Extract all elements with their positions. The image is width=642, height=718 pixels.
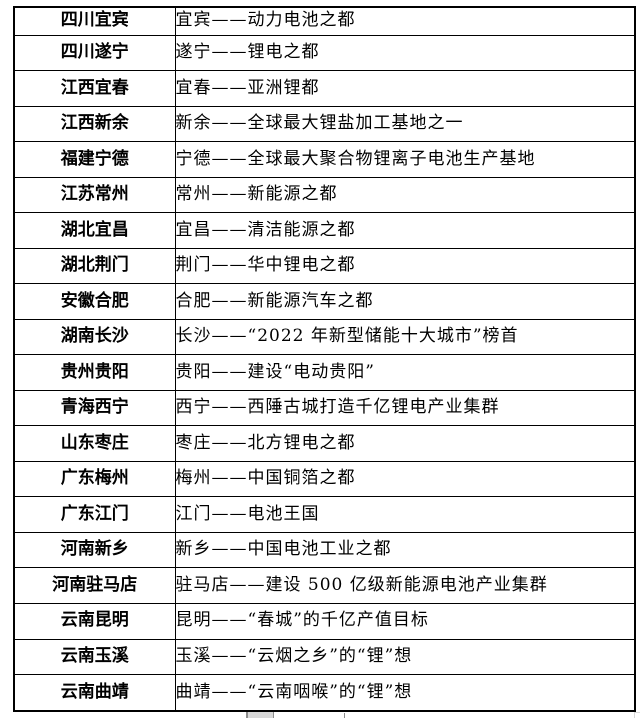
corner-fragment [634, 712, 640, 718]
table-row: 贵州贵阳 贵阳——建设“电动贵阳” [13, 354, 636, 391]
table-row: 江西宜春 宜春——亚洲锂都 [13, 70, 636, 107]
description-cell: 昆明——“春城”的千亿产值目标 [174, 603, 636, 640]
region-cell: 江西新余 [13, 105, 176, 143]
region-cell: 福建宁德 [13, 141, 176, 178]
table-row: 云南玉溪 玉溪——“云烟之乡”的“锂”想 [13, 638, 636, 676]
table-row: 河南驻马店 驻马店——建设 500 亿级新能源电池产业集群 [13, 567, 636, 604]
region-cell: 云南玉溪 [13, 638, 176, 676]
next-row-fragment [246, 712, 274, 718]
description-cell: 曲靖——“云南咽喉”的“锂”想 [174, 674, 636, 713]
table-row: 湖南长沙 长沙——“2022 年新型储能十大城市”榜首 [13, 318, 636, 356]
description-cell: 合肥——新能源汽车之都 [174, 283, 636, 320]
region-cell: 青海西宁 [13, 389, 176, 427]
description-cell: 枣庄——北方锂电之都 [174, 425, 636, 462]
region-cell: 江西宜春 [13, 70, 176, 107]
description-cell: 遂宁——锂电之都 [174, 34, 636, 72]
region-cell: 四川宜宾 [13, 6, 176, 36]
table-row: 河南新乡 新乡——中国电池工业之都 [13, 531, 636, 569]
table-row: 湖北宜昌 宜昌——清洁能源之都 [13, 212, 636, 249]
description-cell: 宜宾——动力电池之都 [174, 6, 636, 36]
region-cell: 广东梅州 [13, 460, 176, 498]
region-cell: 湖南长沙 [13, 318, 176, 356]
region-cell: 云南昆明 [13, 603, 176, 640]
table-row: 云南曲靖 曲靖——“云南咽喉”的“锂”想 [13, 674, 636, 713]
region-cell: 安徽合肥 [13, 283, 176, 320]
city-nickname-table: 四川宜宾 宜宾——动力电池之都 四川遂宁 遂宁——锂电之都 江西宜春 宜春——亚洲锂都 江西… [13, 6, 636, 713]
table-row: 广东梅州 梅州——中国铜箔之都 [13, 460, 636, 498]
region-cell: 四川遂宁 [13, 34, 176, 72]
table-row: 江西新余 新余——全球最大锂盐加工基地之一 [13, 105, 636, 143]
description-cell: 玉溪——“云烟之乡”的“锂”想 [174, 638, 636, 676]
next-row-tick [344, 713, 345, 718]
region-cell: 湖北宜昌 [13, 212, 176, 249]
description-cell: 新乡——中国电池工业之都 [174, 531, 636, 569]
region-cell: 湖北荆门 [13, 247, 176, 285]
table-row: 安徽合肥 合肥——新能源汽车之都 [13, 283, 636, 320]
description-cell: 江门——电池王国 [174, 496, 636, 533]
description-cell: 荆门——华中锂电之都 [174, 247, 636, 285]
table-row: 四川遂宁 遂宁——锂电之都 [13, 34, 636, 72]
description-cell: 贵阳——建设“电动贵阳” [174, 354, 636, 391]
table-row: 山东枣庄 枣庄——北方锂电之都 [13, 425, 636, 462]
region-cell: 广东江门 [13, 496, 176, 533]
description-cell: 梅州——中国铜箔之都 [174, 460, 636, 498]
table-row: 湖北荆门 荆门——华中锂电之都 [13, 247, 636, 285]
region-cell: 贵州贵阳 [13, 354, 176, 391]
region-cell: 河南新乡 [13, 531, 176, 569]
description-cell: 长沙——“2022 年新型储能十大城市”榜首 [174, 318, 636, 356]
description-cell: 宜昌——清洁能源之都 [174, 212, 636, 249]
table-row: 四川宜宾 宜宾——动力电池之都 [13, 6, 636, 36]
table-row: 广东江门 江门——电池王国 [13, 496, 636, 533]
description-cell: 西宁——西陲古城打造千亿锂电产业集群 [174, 389, 636, 427]
description-cell: 宜春——亚洲锂都 [174, 70, 636, 107]
region-cell: 山东枣庄 [13, 425, 176, 462]
description-cell: 宁德——全球最大聚合物锂离子电池生产基地 [174, 141, 636, 178]
table-row: 青海西宁 西宁——西陲古城打造千亿锂电产业集群 [13, 389, 636, 427]
table-row: 福建宁德 宁德——全球最大聚合物锂离子电池生产基地 [13, 141, 636, 178]
region-cell: 河南驻马店 [13, 567, 176, 604]
region-cell: 江苏常州 [13, 176, 176, 214]
description-cell: 常州——新能源之都 [174, 176, 636, 214]
table-row: 江苏常州 常州——新能源之都 [13, 176, 636, 214]
description-cell: 新余——全球最大锂盐加工基地之一 [174, 105, 636, 143]
region-cell: 云南曲靖 [13, 674, 176, 713]
description-cell: 驻马店——建设 500 亿级新能源电池产业集群 [174, 567, 636, 604]
table-row: 云南昆明 昆明——“春城”的千亿产值目标 [13, 603, 636, 640]
